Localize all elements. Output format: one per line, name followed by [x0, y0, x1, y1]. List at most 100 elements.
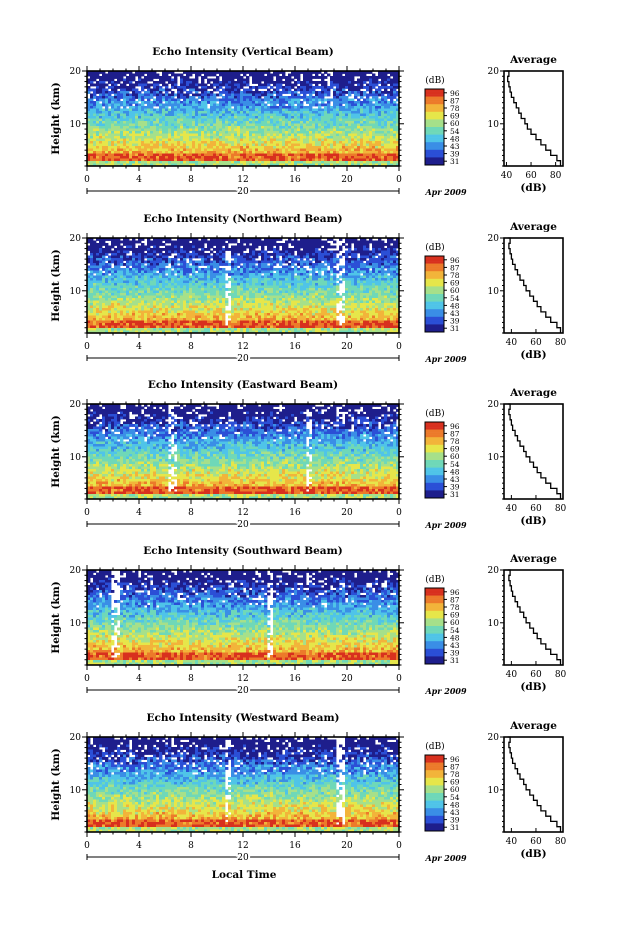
heatmap-cell: [360, 121, 364, 124]
heatmap-cell: [120, 126, 124, 129]
heatmap-cell: [138, 258, 142, 261]
heatmap-cell: [288, 106, 292, 109]
heatmap-cell: [222, 260, 226, 264]
heatmap-cell: [138, 255, 142, 259]
heatmap-cell: [111, 250, 115, 254]
heatmap-cell: [264, 93, 268, 97]
heatmap-cell: [153, 76, 157, 79]
heatmap-cell: [108, 151, 112, 154]
heatmap-cell: [255, 131, 259, 134]
heatmap-cell: [264, 141, 268, 144]
heatmap-cell: [147, 103, 151, 107]
heatmap-cell: [348, 250, 352, 254]
heatmap-cell: [138, 118, 142, 122]
heatmap-cell: [360, 163, 364, 166]
heatmap-cell: [198, 136, 202, 139]
heatmap-cell: [183, 136, 187, 139]
heatmap-cell: [381, 243, 385, 246]
heatmap-cell: [396, 156, 399, 159]
heatmap-cell: [381, 136, 385, 139]
heatmap-cell: [93, 118, 97, 122]
heatmap-cell: [126, 153, 130, 157]
heatmap-cell: [117, 93, 121, 97]
heatmap-cell: [231, 245, 235, 249]
heatmap-cell: [306, 101, 310, 104]
heatmap-cell: [201, 250, 205, 254]
heatmap-cell: [144, 116, 148, 119]
heatmap-cell: [144, 101, 148, 104]
heatmap-cell: [210, 78, 214, 82]
heatmap-cell: [204, 116, 208, 119]
heatmap-cell: [312, 108, 316, 112]
heatmap-cell: [267, 240, 271, 244]
heatmap-cell: [210, 136, 214, 139]
heatmap-cell: [162, 81, 166, 84]
heatmap-cell: [222, 141, 226, 144]
heatmap-cell: [273, 96, 277, 99]
heatmap-cell: [369, 71, 373, 74]
heatmap-cell: [369, 108, 373, 112]
heatmap-cell: [126, 133, 130, 137]
heatmap-cell: [252, 116, 256, 119]
heatmap-cell: [234, 98, 238, 102]
heatmap-cell: [225, 151, 229, 154]
heatmap-cell: [390, 240, 394, 244]
heatmap-cell: [156, 101, 160, 104]
heatmap-cell: [204, 86, 208, 89]
heatmap-cell: [273, 88, 277, 92]
heatmap-cell: [240, 101, 244, 104]
heatmap-cell: [114, 83, 118, 87]
heatmap-cell: [309, 71, 313, 74]
heatmap-cell: [246, 163, 250, 166]
heatmap-cell: [348, 148, 352, 152]
heatmap-cell: [396, 93, 399, 97]
heatmap-cell: [327, 123, 331, 127]
heatmap-cell: [180, 101, 184, 104]
heatmap-cell: [246, 146, 250, 149]
heatmap-cell: [153, 136, 157, 139]
heatmap-cell: [189, 108, 193, 112]
heatmap-cell: [282, 96, 286, 99]
heatmap-cell: [99, 243, 103, 246]
heatmap-cell: [345, 263, 349, 266]
heatmap-cell: [189, 83, 193, 87]
heatmap-cell: [279, 116, 283, 119]
heatmap-cell: [252, 91, 256, 94]
heatmap-cell: [390, 258, 394, 261]
heatmap-cell: [327, 108, 331, 112]
heatmap-cell: [363, 158, 367, 162]
heatmap-cell: [291, 108, 295, 112]
heatmap-cell: [201, 268, 205, 271]
heatmap-cell: [90, 238, 94, 241]
heatmap-cell: [177, 268, 181, 271]
heatmap-cell: [111, 245, 115, 249]
heatmap-cell: [228, 103, 232, 107]
heatmap-cell: [99, 133, 103, 137]
heatmap-cell: [369, 131, 373, 134]
heatmap-cell: [336, 143, 340, 147]
heatmap-cell: [279, 71, 283, 74]
heatmap-cell: [312, 128, 316, 132]
heatmap-cell: [150, 121, 154, 124]
heatmap-cell: [390, 260, 394, 264]
heatmap-cell: [213, 126, 217, 129]
heatmap-cell: [267, 93, 271, 97]
heatmap-cell: [273, 260, 277, 264]
heatmap-cell: [192, 111, 196, 114]
heatmap-cell: [360, 258, 364, 261]
heatmap-cell: [153, 103, 157, 107]
heatmap-cell: [381, 93, 385, 97]
heatmap-cell: [123, 238, 127, 241]
heatmap-cell: [327, 111, 331, 114]
heatmap-cell: [315, 243, 319, 246]
heatmap-cell: [186, 151, 190, 154]
heatmap-cell: [297, 78, 301, 82]
heatmap-cell: [174, 128, 178, 132]
heatmap-cell: [375, 83, 379, 87]
heatmap-cell: [387, 163, 391, 166]
heatmap-cell: [135, 253, 139, 256]
heatmap-cell: [192, 240, 196, 244]
heatmap-cell: [162, 148, 166, 152]
heatmap-cell: [132, 93, 136, 97]
heatmap-cell: [324, 258, 328, 261]
